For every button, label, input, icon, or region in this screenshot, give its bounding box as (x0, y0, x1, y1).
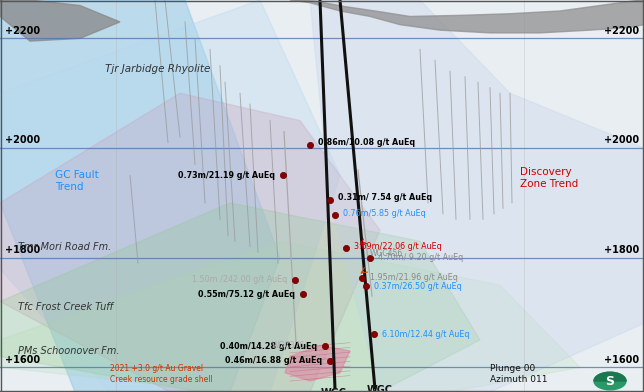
Text: 4.70m/ 9.20 g/t AuEq: 4.70m/ 9.20 g/t AuEq (378, 253, 463, 262)
Polygon shape (0, 0, 120, 41)
Text: GC Fault
Trend: GC Fault Trend (55, 170, 99, 192)
Text: +1800: +1800 (5, 245, 40, 255)
Text: +1600: +1600 (604, 355, 639, 365)
Text: WGC
459: WGC 459 (367, 385, 393, 392)
Polygon shape (0, 0, 340, 392)
Text: PMs Schoonover Fm.: PMs Schoonover Fm. (18, 346, 120, 356)
Circle shape (594, 372, 626, 390)
Polygon shape (290, 0, 644, 33)
Text: 0.31m/ 7.54 g/t AuEq: 0.31m/ 7.54 g/t AuEq (338, 193, 432, 202)
Text: 0.86m/10.08 g/t AuEq: 0.86m/10.08 g/t AuEq (318, 138, 415, 147)
Text: 6.10m/12.44 g/t AuEq: 6.10m/12.44 g/t AuEq (382, 330, 469, 339)
Polygon shape (310, 0, 644, 392)
Text: WGC: WGC (321, 388, 347, 392)
Text: +1800: +1800 (603, 245, 639, 255)
Text: +2000: +2000 (604, 135, 639, 145)
Text: Plunge 00
Azimuth 011: Plunge 00 Azimuth 011 (490, 364, 547, 384)
Text: Discovery
Zone Trend: Discovery Zone Trend (520, 167, 578, 189)
Polygon shape (0, 93, 380, 392)
Text: 3.69m/22.06 g/t AuEq: 3.69m/22.06 g/t AuEq (354, 242, 442, 251)
Text: 0.76m/5.85 g/t AuEq: 0.76m/5.85 g/t AuEq (343, 209, 426, 218)
Text: 0.37m/26.50 g/t AuEq: 0.37m/26.50 g/t AuEq (374, 282, 462, 291)
Text: Tjr Jarbidge Rhyolite: Tjr Jarbidge Rhyolite (105, 64, 211, 74)
Polygon shape (285, 345, 350, 381)
Wedge shape (594, 372, 626, 381)
Text: Tfc Frost Creek Tuff: Tfc Frost Creek Tuff (18, 302, 113, 312)
Text: 0.73m/21.19 g/t AuEq: 0.73m/21.19 g/t AuEq (178, 171, 275, 180)
Polygon shape (0, 203, 480, 392)
Text: +2200: +2200 (604, 25, 639, 36)
Text: 0.55m/75.12 g/t AuEq: 0.55m/75.12 g/t AuEq (198, 290, 295, 299)
Text: 2021 +3.0 g/t Au Gravel
Creek resource grade shell: 2021 +3.0 g/t Au Gravel Creek resource g… (110, 364, 213, 384)
Text: 0.46m/16.88 g/t AuEq: 0.46m/16.88 g/t AuEq (225, 356, 322, 365)
Text: Tmr Mori Road Fm.: Tmr Mori Road Fm. (18, 242, 111, 252)
Text: WGC456: WGC456 (370, 249, 403, 258)
Polygon shape (0, 241, 580, 392)
Polygon shape (0, 0, 280, 392)
Text: 1.50m /242.00 g/t AuEq: 1.50m /242.00 g/t AuEq (192, 275, 287, 284)
Text: +2200: +2200 (5, 25, 40, 36)
Text: 1.95m/21.96 g/t AuEq: 1.95m/21.96 g/t AuEq (370, 274, 458, 283)
Text: +1600: +1600 (5, 355, 40, 365)
Text: S: S (605, 374, 614, 388)
Text: +2000: +2000 (5, 135, 40, 145)
Text: WGC376: WGC376 (271, 341, 305, 350)
Text: 0.40m/14.28 g/t AuEq: 0.40m/14.28 g/t AuEq (220, 342, 317, 351)
